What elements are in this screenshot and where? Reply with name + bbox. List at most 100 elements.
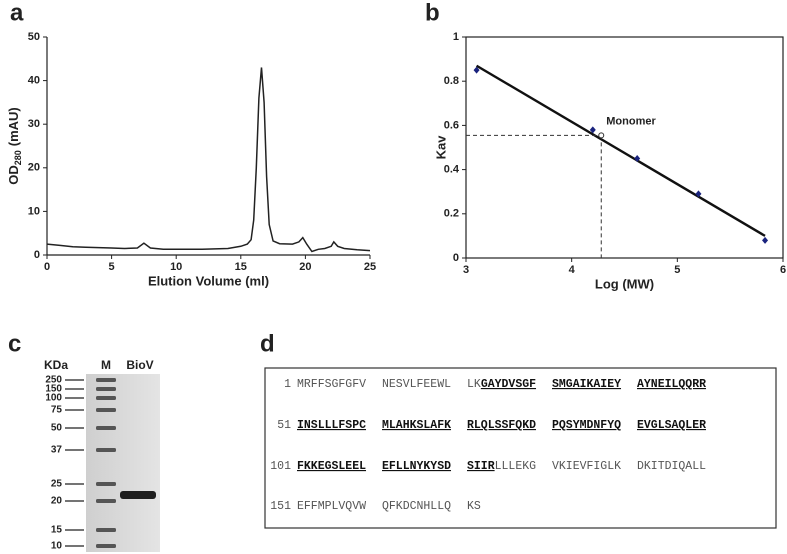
annotation-point: [598, 132, 605, 139]
y-tick-label: 0.2: [444, 208, 459, 220]
sequence-group: QFKDCNHLLQ: [382, 500, 451, 513]
x-tick-label: 15: [235, 261, 247, 273]
lane-label: BioV: [126, 358, 153, 372]
panel-label: c: [8, 330, 21, 357]
trace: [46, 67, 371, 253]
marker-band: [96, 396, 116, 400]
y-tick-label: 20: [28, 162, 40, 174]
marker-band: [96, 499, 116, 503]
x-tick-label: 5: [674, 264, 680, 276]
marker-band: [96, 408, 116, 412]
marker-label: 50: [51, 423, 63, 434]
sequence-group: SMGAIKAIEY: [552, 378, 621, 391]
highlighted-residues: RLQLSSFQKD: [467, 419, 536, 432]
y-axis-label: OD280 (mAU): [6, 107, 23, 185]
y-tick-label: 1: [453, 31, 459, 43]
highlighted-residues: SIIR: [467, 460, 495, 473]
y-label-unit: (mAU): [6, 107, 21, 146]
marker-label: 100: [45, 393, 62, 404]
residues: DKITDIQALL: [637, 460, 706, 473]
panel-label: d: [260, 330, 275, 357]
line-number: 51: [277, 419, 291, 432]
y-tick-label: 0: [34, 249, 40, 261]
x-tick-label: 20: [299, 261, 311, 273]
residues: LLLEKG: [495, 460, 537, 473]
residues: MRFFSGFGFV: [297, 378, 366, 391]
y-tick-label: 10: [28, 205, 40, 217]
point: [634, 155, 641, 163]
marker-label: 20: [51, 496, 63, 507]
marker-label: 150: [45, 384, 62, 395]
highlighted-residues: GAYDVSGF: [481, 378, 536, 391]
x-axis-label: Log (MW): [595, 276, 654, 291]
point: [589, 126, 596, 134]
sequence-group: KS: [467, 500, 481, 513]
y-tick-label: 0: [453, 252, 459, 264]
sequence-group: PQSYMDNFYQ: [552, 419, 621, 432]
biov-band: [120, 491, 156, 499]
y-tick-label: 50: [28, 31, 40, 43]
y-axis-label: Kav: [433, 135, 448, 160]
marker-band: [96, 387, 116, 391]
x-tick-label: 4: [569, 264, 576, 276]
lane-label: M: [101, 358, 111, 372]
marker-band: [96, 544, 116, 548]
point: [473, 66, 480, 74]
sequence-box: [264, 367, 777, 529]
marker-band: [96, 378, 116, 382]
sequence-group: NESVLFEEWL: [382, 378, 451, 391]
highlighted-residues: SMGAIKAIEY: [552, 378, 621, 391]
x-tick-label: 25: [364, 261, 376, 273]
sequence-group: VKIEVFIGLK: [552, 460, 621, 473]
y-tick-label: 0.6: [444, 119, 459, 131]
marker-label: 15: [51, 525, 63, 536]
highlighted-residues: EFLLNYKYSD: [382, 460, 451, 473]
marker-label: 25: [51, 479, 63, 490]
sequence-group: RLQLSSFQKD: [467, 419, 536, 432]
x-axis-label: Elution Volume (ml): [148, 273, 269, 288]
sequence-group: MRFFSGFGFV: [297, 378, 366, 391]
x-tick-label: 0: [44, 261, 50, 273]
y-tick-label: 30: [28, 118, 40, 130]
annotation-text: Monomer: [606, 115, 656, 127]
fit-line: [475, 64, 766, 237]
y-tick-label: 0.4: [444, 164, 460, 176]
marker-band: [96, 426, 116, 430]
sequence-group: MLAHKSLAFK: [382, 419, 451, 432]
marker-band: [96, 482, 116, 486]
residues: QFKDCNHLLQ: [382, 500, 451, 513]
highlighted-residues: FKKEGSLEEL: [297, 460, 366, 473]
y-label-sub: 280: [13, 150, 23, 165]
sequence-group: DKITDIQALL: [637, 460, 706, 473]
sequence-group: AYNEILQQRR: [637, 378, 706, 391]
residues: KS: [467, 500, 481, 513]
sequence-group: EVGLSAQLER: [637, 419, 706, 432]
x-tick-label: 3: [463, 264, 469, 276]
residues: NESVLFEEWL: [382, 378, 451, 391]
residues: EFFMPLVQVW: [297, 500, 366, 513]
line-number: 101: [270, 460, 291, 473]
sequence-group: EFLLNYKYSD: [382, 460, 451, 473]
marker-label: 75: [51, 405, 63, 416]
marker-label: 250: [45, 375, 62, 386]
gel-image: [86, 374, 160, 552]
sequence-group: LKGAYDVSGF: [467, 378, 536, 391]
unit-label: KDa: [44, 358, 68, 372]
y-label-main: OD: [6, 165, 21, 185]
highlighted-residues: MLAHKSLAFK: [382, 419, 451, 432]
y-tick-label: 0.8: [444, 75, 459, 87]
residues: VKIEVFIGLK: [552, 460, 621, 473]
y-tick-label: 40: [28, 75, 40, 87]
marker-band: [96, 448, 116, 452]
point: [762, 236, 769, 244]
marker-label: 37: [51, 445, 63, 456]
highlighted-residues: EVGLSAQLER: [637, 419, 706, 432]
point: [695, 190, 702, 198]
highlighted-residues: AYNEILQQRR: [637, 378, 706, 391]
line-number: 151: [270, 500, 291, 513]
marker-band: [96, 528, 116, 532]
x-tick-label: 10: [170, 261, 182, 273]
plot-frame: [465, 36, 784, 259]
